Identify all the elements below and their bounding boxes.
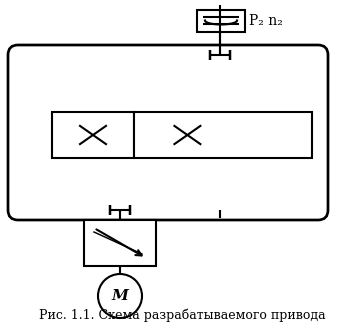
Text: Рис. 1.1. Схема разрабатываемого привода: Рис. 1.1. Схема разрабатываемого привода <box>39 309 325 322</box>
Bar <box>197 10 245 32</box>
Bar <box>134 112 312 158</box>
Circle shape <box>98 274 142 318</box>
Bar <box>52 112 134 158</box>
Text: M: M <box>111 289 128 303</box>
FancyBboxPatch shape <box>8 45 328 220</box>
Bar <box>84 220 156 266</box>
Text: P₂ n₂: P₂ n₂ <box>249 14 283 28</box>
